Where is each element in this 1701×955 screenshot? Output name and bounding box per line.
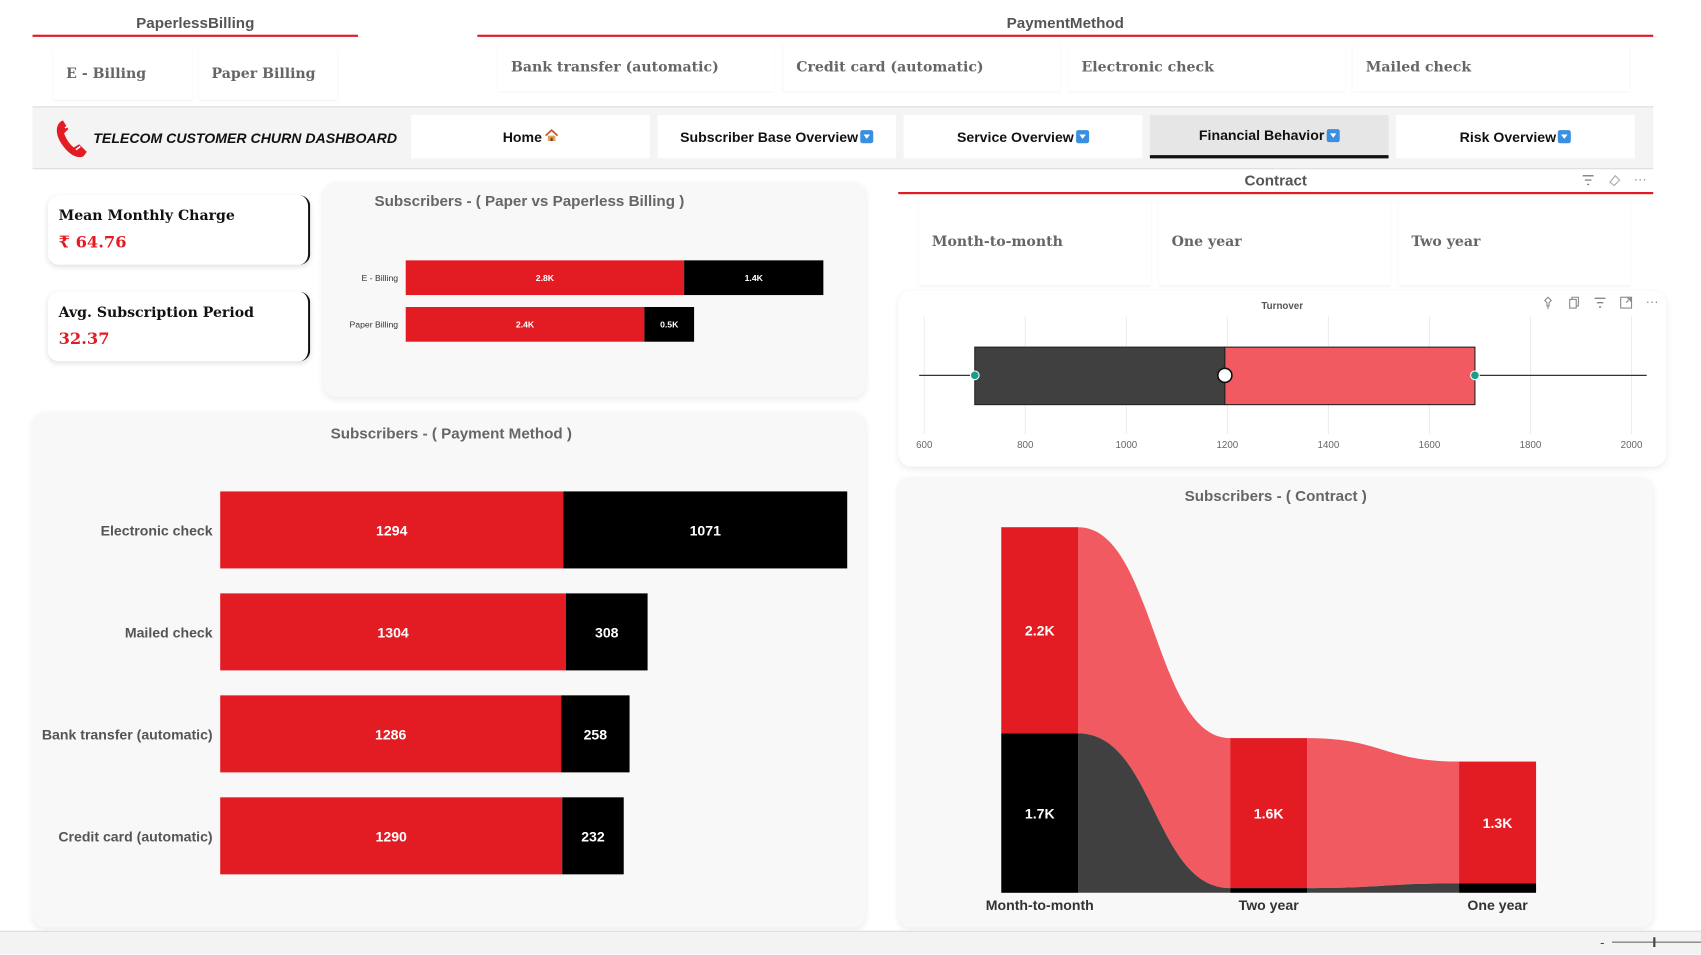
payment-slicer-title: PaymentMethod bbox=[477, 14, 1653, 31]
billing-data-label: 2.4K bbox=[516, 320, 535, 330]
slicer-chip-paper-billing[interactable]: Paper Billing bbox=[199, 48, 338, 100]
billing-chart: E - Billing 2.8K 1.4K Paper Billing 2.4K 0.5K bbox=[323, 182, 865, 397]
turnover-q3-point bbox=[1471, 371, 1480, 380]
payment-slicer-underline bbox=[477, 35, 1653, 37]
contract-category-label: One year bbox=[1467, 897, 1528, 913]
payment-data-label: 1294 bbox=[376, 522, 408, 538]
billing-data-label: 0.5K bbox=[660, 320, 679, 330]
contract-category-label: Month-to-month bbox=[986, 897, 1094, 913]
payment-category-label: Bank transfer (automatic) bbox=[42, 726, 213, 742]
turnover-tick-label: 600 bbox=[916, 440, 933, 451]
nav-risk-overview[interactable]: Risk Overview bbox=[1396, 115, 1635, 158]
more-options-icon[interactable]: ··· bbox=[1630, 171, 1650, 186]
nav-home[interactable]: Home bbox=[411, 115, 650, 158]
zoom-slider-thumb[interactable] bbox=[1653, 937, 1655, 947]
contract-slicer-underline bbox=[898, 192, 1653, 194]
nav-financial-label: Financial Behavior bbox=[1199, 127, 1324, 143]
nav-risk-label: Risk Overview bbox=[1460, 129, 1556, 145]
contract-chart: 2.2K 1.7K Month-to-month 1.6K Two year 1.3K On… bbox=[898, 477, 1653, 927]
nav-financial-behavior[interactable]: Financial Behavior bbox=[1150, 115, 1389, 158]
billing-category-label: E - Billing bbox=[362, 273, 399, 283]
turnover-tick-label: 1800 bbox=[1520, 440, 1542, 451]
payment-category-label: Credit card (automatic) bbox=[58, 828, 212, 844]
payment-chart-card: Subscribers - ( Payment Method ) Electro… bbox=[33, 412, 866, 927]
nav-subscriber-base-overview[interactable]: Subscriber Base Overview bbox=[657, 115, 896, 158]
eraser-icon[interactable] bbox=[1604, 174, 1624, 189]
payment-category-label: Mailed check bbox=[125, 624, 213, 640]
payment-data-label: 1071 bbox=[690, 522, 722, 538]
billing-data-label: 1.4K bbox=[745, 273, 764, 283]
payment-chart: Electronic check 1294 1071 Mailed check 1304… bbox=[33, 412, 866, 927]
dashboard-title: TELECOM CUSTOMER CHURN DASHBOARD bbox=[93, 130, 397, 146]
zoom-out-icon[interactable]: - bbox=[1600, 935, 1604, 950]
turnover-q1-point bbox=[970, 371, 979, 380]
billing-category-label: Paper Billing bbox=[350, 320, 399, 330]
turnover-tick-label: 1000 bbox=[1115, 440, 1137, 451]
contract-data-label: 1.3K bbox=[1483, 815, 1514, 831]
kpi-value: ₹ 64.76 bbox=[59, 232, 127, 252]
slicer-chip-e-billing[interactable]: E - Billing bbox=[53, 48, 192, 100]
slicer-chip-credit-card[interactable]: Credit card (automatic) bbox=[783, 43, 1060, 91]
paperless-slicer-underline bbox=[33, 35, 358, 37]
nav-service-overview[interactable]: Service Overview bbox=[904, 115, 1143, 158]
turnover-chart: 600 800 1000 1200 1400 1600 1800 2000 bbox=[898, 291, 1666, 467]
paperless-slicer-title: PaperlessBilling bbox=[33, 14, 358, 31]
slicer-chip-mailed-check[interactable]: Mailed check bbox=[1353, 43, 1630, 91]
contract-data-label: 2.2K bbox=[1025, 623, 1056, 639]
nav-subscriber-label: Subscriber Base Overview bbox=[680, 129, 858, 145]
turnover-box-upper bbox=[1225, 347, 1475, 404]
slicer-chip-electronic-check[interactable]: Electronic check bbox=[1069, 43, 1346, 91]
turnover-box-lower bbox=[975, 347, 1225, 404]
dropdown-box-icon bbox=[860, 130, 873, 143]
kpi-value: 32.37 bbox=[59, 329, 110, 349]
contract-bar-black bbox=[1459, 883, 1536, 892]
nav-service-label: Service Overview bbox=[957, 129, 1074, 145]
dropdown-box-icon bbox=[1326, 129, 1339, 142]
slicer-chip-bank-transfer[interactable]: Bank transfer (automatic) bbox=[498, 43, 775, 91]
turnover-tick-label: 1400 bbox=[1318, 440, 1340, 451]
payment-data-label: 308 bbox=[595, 624, 619, 640]
kpi-avg-subscription-period: Avg. Subscription Period 32.37 bbox=[48, 292, 311, 361]
payment-data-label: 232 bbox=[581, 828, 605, 844]
payment-category-label: Electronic check bbox=[101, 522, 213, 538]
contract-bar-black bbox=[1230, 888, 1307, 893]
house-icon bbox=[544, 129, 558, 145]
billing-chart-card: Subscribers - ( Paper vs Paperless Billi… bbox=[323, 182, 865, 397]
phone-logo-icon bbox=[52, 117, 91, 160]
kpi-mean-monthly-charge: Mean Monthly Charge ₹ 64.76 bbox=[48, 195, 311, 264]
dropdown-box-icon bbox=[1076, 130, 1089, 143]
turnover-tick-label: 1600 bbox=[1419, 440, 1441, 451]
turnover-tick-label: 1200 bbox=[1217, 440, 1239, 451]
status-bar bbox=[0, 931, 1701, 955]
contract-slicer-title: Contract bbox=[898, 171, 1653, 188]
payment-data-label: 1304 bbox=[377, 624, 409, 640]
turnover-median-point bbox=[1218, 368, 1232, 382]
zoom-slider[interactable] bbox=[1612, 942, 1701, 943]
contract-ribbon-red bbox=[1307, 738, 1459, 888]
billing-data-label: 2.8K bbox=[536, 273, 555, 283]
kpi-label: Avg. Subscription Period bbox=[59, 305, 254, 321]
filter-icon[interactable] bbox=[1578, 174, 1598, 189]
slicer-chip-two-year[interactable]: Two year bbox=[1398, 199, 1630, 286]
contract-chart-card: Subscribers - ( Contract ) 2.2K 1.7K Month… bbox=[898, 477, 1653, 927]
payment-data-label: 1290 bbox=[376, 828, 408, 844]
contract-data-label: 1.7K bbox=[1025, 806, 1056, 822]
contract-category-label: Two year bbox=[1239, 897, 1300, 913]
dropdown-box-icon bbox=[1558, 130, 1571, 143]
kpi-label: Mean Monthly Charge bbox=[59, 208, 235, 224]
payment-data-label: 1286 bbox=[375, 726, 407, 742]
slicer-chip-one-year[interactable]: One year bbox=[1159, 199, 1391, 286]
turnover-chart-card: Turnover ··· 600 800 1000 1200 1400 1600 1800 2… bbox=[898, 291, 1666, 467]
slicer-chip-month-to-month[interactable]: Month-to-month bbox=[919, 199, 1151, 286]
turnover-tick-label: 800 bbox=[1017, 440, 1034, 451]
payment-data-label: 258 bbox=[584, 726, 608, 742]
contract-data-label: 1.6K bbox=[1254, 806, 1285, 822]
nav-home-label: Home bbox=[503, 129, 542, 145]
turnover-tick-label: 2000 bbox=[1621, 440, 1643, 451]
